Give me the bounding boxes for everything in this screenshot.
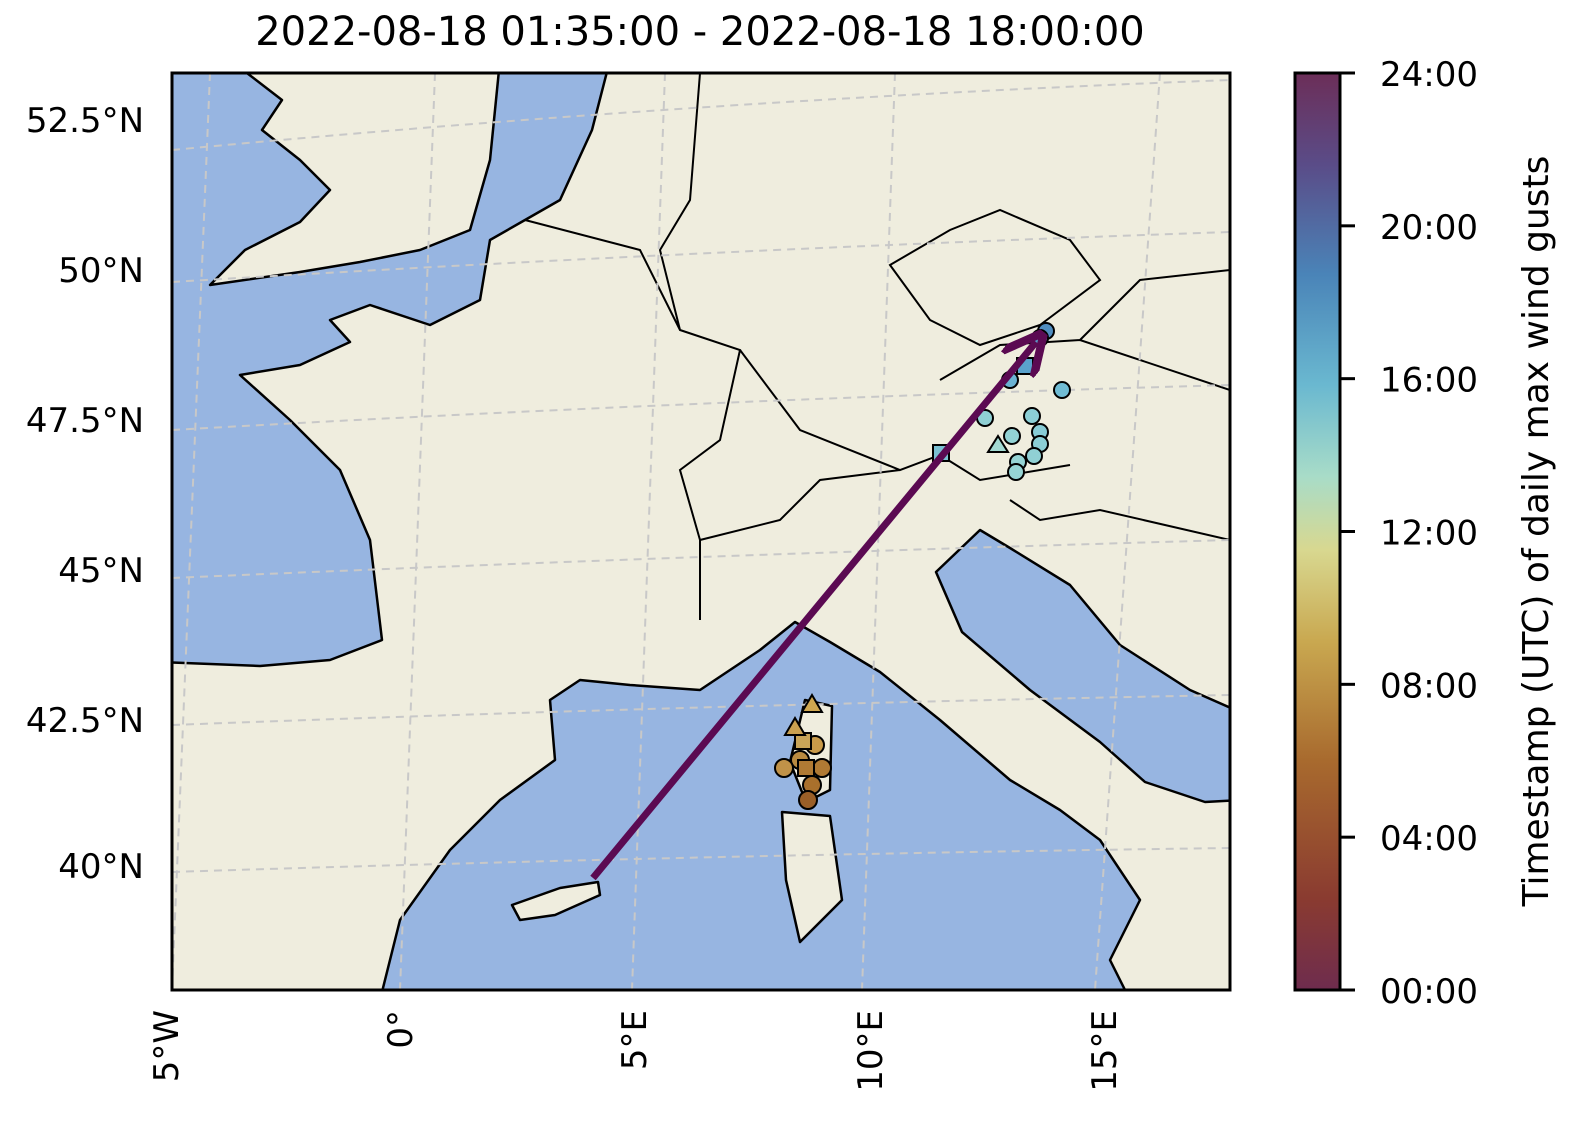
colorbar-tick-label: 00:00	[1380, 972, 1478, 1012]
lon-label: 10°E	[851, 1010, 891, 1092]
lat-label: 47.5°N	[26, 401, 144, 441]
lon-label: 5°W	[147, 1010, 187, 1082]
adriatic-sea	[934, 528, 1230, 804]
colorbar-label: Timestamp (UTC) of daily max wind gusts	[1516, 156, 1557, 908]
continent	[172, 73, 1230, 990]
colorbar-tick-label: 16:00	[1380, 361, 1478, 401]
lat-label: 45°N	[58, 551, 144, 591]
lat-label: 42.5°N	[26, 701, 144, 741]
colorbar	[1293, 71, 1342, 992]
colorbar-tick-label: 04:00	[1380, 819, 1478, 859]
track-arrow	[590, 342, 1036, 881]
balearic-islands	[510, 880, 602, 922]
colorbar-tick-label: 12:00	[1380, 514, 1478, 554]
colorbar-tick-label: 08:00	[1380, 666, 1478, 706]
lat-label: 50°N	[58, 251, 144, 291]
lat-label: 52.5°N	[26, 101, 144, 141]
colorbar-tick-label: 20:00	[1380, 208, 1478, 248]
lon-label: 0°	[381, 1010, 421, 1049]
lon-label: 5°E	[615, 1010, 655, 1070]
map	[172, 73, 1230, 990]
map-frame	[170, 71, 1232, 992]
lat-label: 40°N	[58, 847, 144, 887]
colorbar-tick-label: 24:00	[1380, 55, 1478, 95]
graticule	[172, 73, 1230, 990]
sardinia	[780, 810, 844, 944]
stations	[774, 322, 1071, 810]
lon-label: 15°E	[1085, 1010, 1125, 1092]
title: 2022-08-18 01:35:00 - 2022-08-18 18:00:0…	[255, 9, 1145, 55]
